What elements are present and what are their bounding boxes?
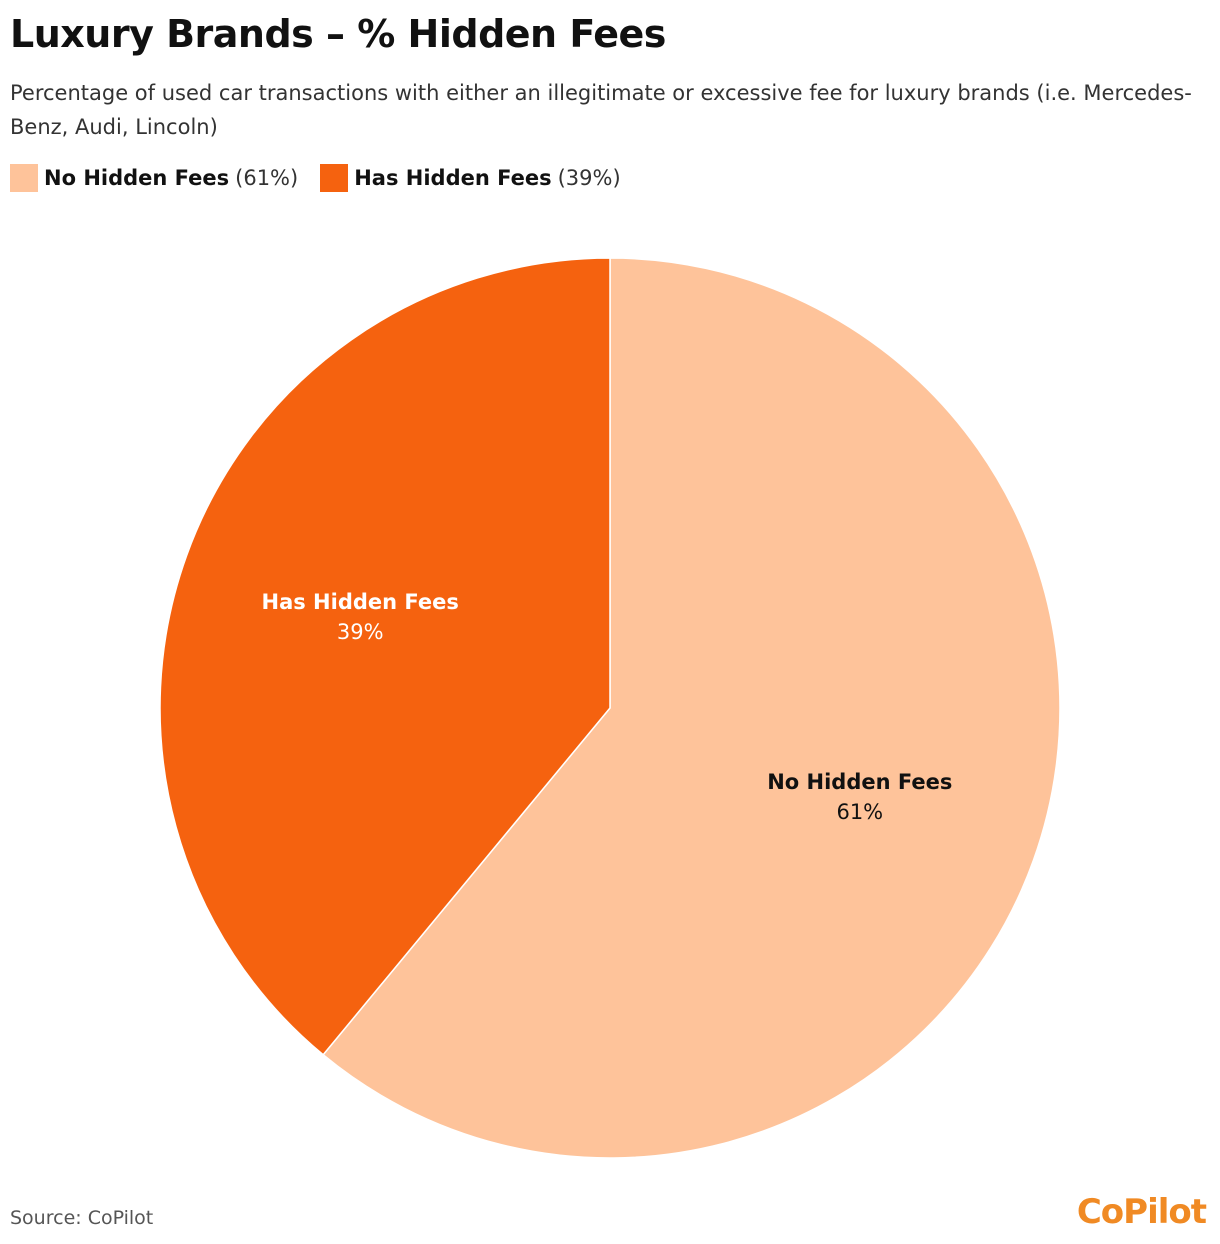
legend-swatch [10,164,38,192]
chart: No Hidden Fees 61% Has Hidden Fees 39% [159,257,1061,1159]
legend-value: (61%) [235,166,299,190]
slice-label: Has Hidden Fees [262,590,459,614]
chart-subtitle: Percentage of used car transactions with… [10,81,1192,139]
slice-value-label: 61% [836,800,883,824]
logo: CoPilot [1076,1192,1207,1232]
legend-entry: Has Hidden Fees (39%) [320,164,621,192]
slice-label: No Hidden Fees [767,770,952,794]
chart-title: Luxury Brands – % Hidden Fees [10,12,666,56]
slice-value-label: 39% [337,620,384,644]
legend: No Hidden Fees (61%) Has Hidden Fees (39%) [10,164,643,192]
legend-entry: No Hidden Fees (61%) [10,164,298,192]
legend-swatch [320,164,349,192]
legend-label: Has Hidden Fees [354,166,552,190]
pie-slice [322,257,1061,1159]
source: Source: CoPilot [10,1207,154,1229]
pie-slice [159,257,611,1056]
legend-value: (39%) [557,166,621,190]
legend-label: No Hidden Fees [44,166,230,190]
